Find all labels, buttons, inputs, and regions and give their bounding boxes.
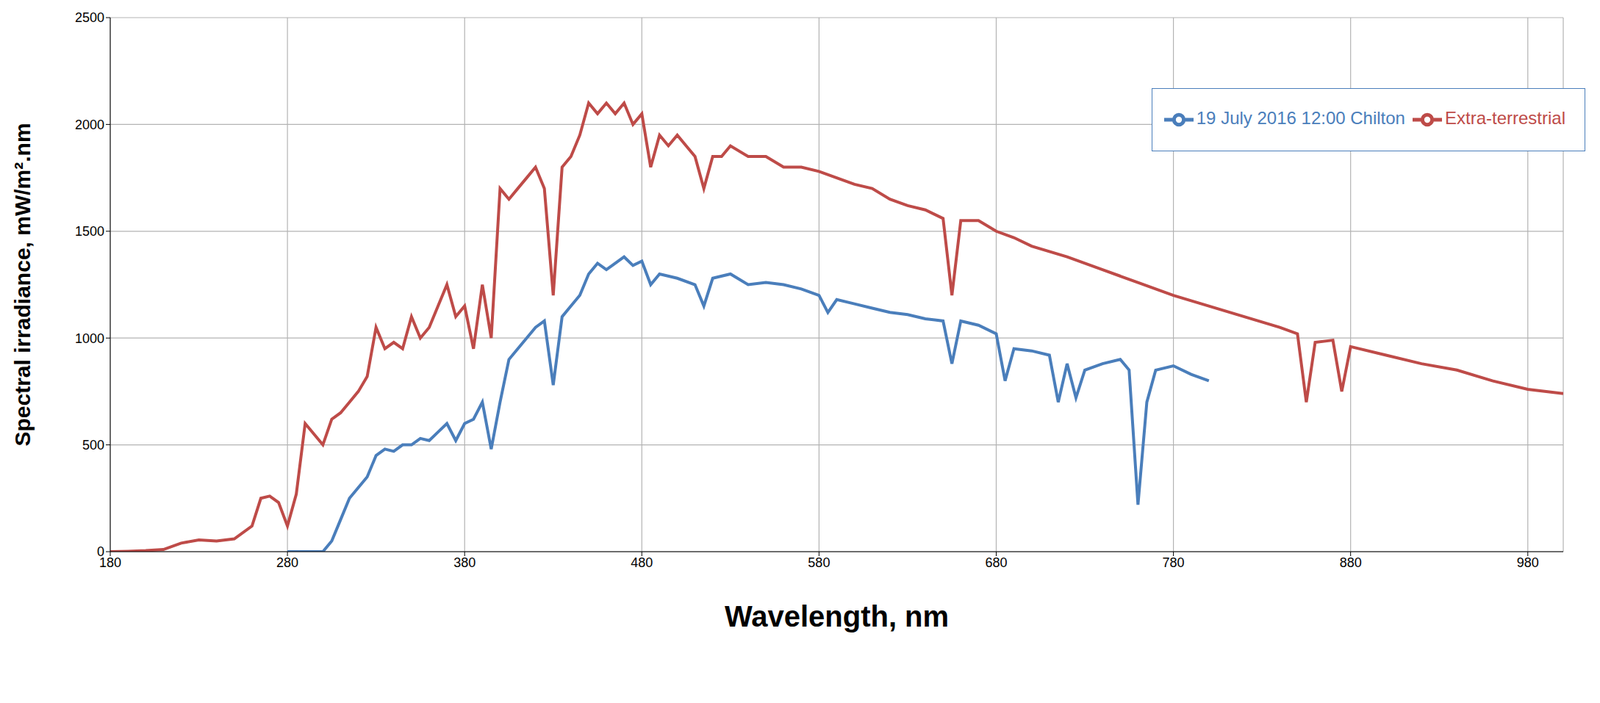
svg-text:1500: 1500 <box>74 224 105 239</box>
svg-text:Wavelength, nm: Wavelength, nm <box>724 600 949 633</box>
svg-text:500: 500 <box>82 438 105 453</box>
svg-text:780: 780 <box>1162 555 1185 571</box>
svg-text:880: 880 <box>1339 555 1362 571</box>
svg-text:Spectral irradiance, mW/m².nm: Spectral irradiance, mW/m².nm <box>10 122 35 447</box>
svg-text:580: 580 <box>807 555 830 571</box>
svg-text:280: 280 <box>276 555 299 571</box>
svg-text:2000: 2000 <box>74 117 105 133</box>
svg-text:680: 680 <box>984 555 1007 571</box>
html-text:19 July 2016 12:00 Chilton: 19 July 2016 12:00 Chilton <box>1196 108 1406 129</box>
html-text:Extra-terrestrial: Extra-terrestrial <box>1444 108 1566 129</box>
svg-text:0: 0 <box>97 544 105 560</box>
svg-text:380: 380 <box>453 555 476 571</box>
svg-text:2500: 2500 <box>74 10 105 25</box>
svg-text:480: 480 <box>630 555 653 571</box>
svg-text:1000: 1000 <box>74 331 105 347</box>
svg-text:180: 180 <box>99 555 122 571</box>
svg-text:980: 980 <box>1516 555 1539 571</box>
